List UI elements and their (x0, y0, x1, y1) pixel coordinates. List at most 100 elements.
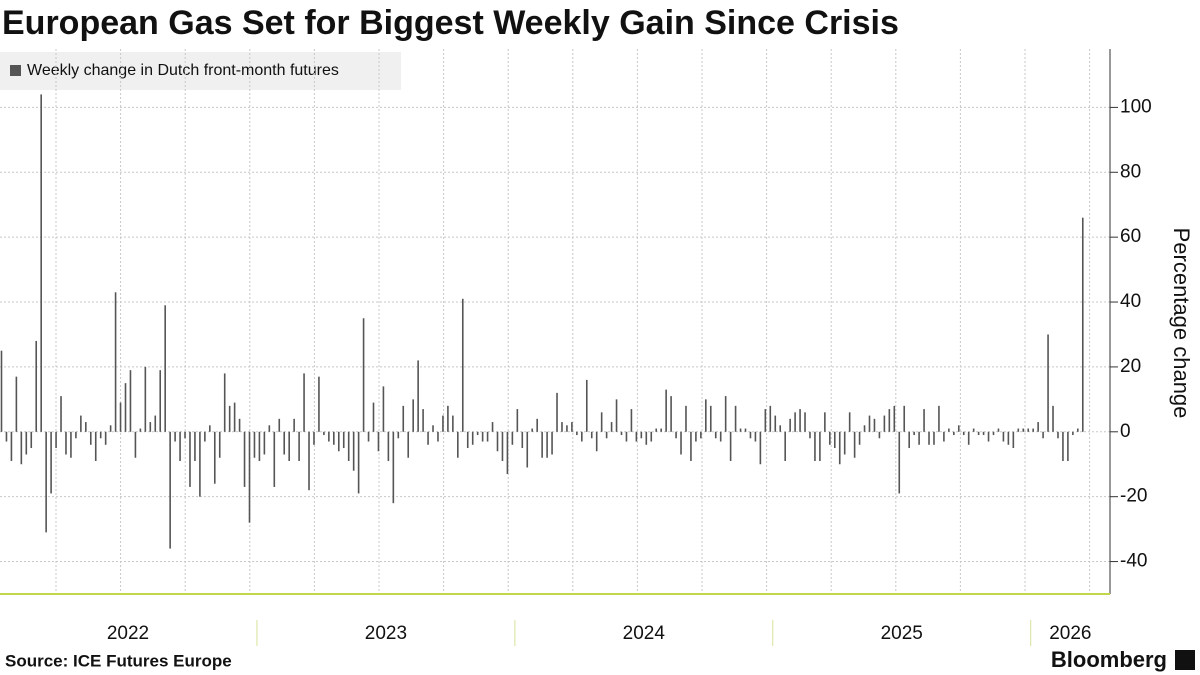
bar (194, 431, 196, 461)
bar (957, 425, 960, 432)
bar (829, 431, 831, 445)
bar (253, 431, 256, 458)
bar (278, 418, 281, 432)
bar (635, 431, 638, 442)
bar (99, 431, 102, 439)
bar (268, 425, 271, 432)
bar (858, 431, 861, 445)
bar (526, 431, 529, 468)
bar (427, 431, 429, 445)
bar (1057, 431, 1059, 439)
bar (357, 431, 360, 494)
bar (928, 431, 930, 445)
bar (392, 431, 395, 504)
bar (243, 431, 246, 487)
bar (615, 399, 618, 432)
bar (437, 431, 439, 442)
bar (774, 415, 777, 432)
bar (561, 422, 563, 432)
bar (149, 422, 152, 432)
bar (908, 431, 910, 449)
bar (352, 431, 355, 471)
bar (779, 425, 782, 432)
bar (10, 431, 13, 461)
bar (80, 415, 82, 432)
bar (402, 405, 405, 432)
bar (650, 431, 653, 442)
bar (486, 431, 489, 442)
bar (466, 431, 469, 449)
bar (843, 431, 846, 455)
y-tick-label: 20 (1120, 356, 1141, 377)
bar (372, 402, 375, 432)
bar (799, 409, 801, 432)
bar (0, 350, 3, 432)
bar (585, 379, 588, 432)
bar (313, 431, 315, 445)
bar (169, 431, 171, 549)
bar (308, 431, 310, 491)
bar (476, 431, 479, 436)
y-tick-label: -20 (1120, 486, 1147, 507)
legend-swatch (10, 65, 21, 76)
bar (318, 376, 320, 432)
bar (675, 431, 677, 439)
bar (60, 396, 62, 432)
bar (75, 431, 77, 439)
bar (174, 431, 176, 442)
bar (209, 425, 211, 432)
bar (452, 415, 454, 432)
bar (685, 405, 687, 432)
bar (992, 431, 995, 436)
bar (412, 399, 414, 432)
bar (1027, 428, 1030, 432)
bar (159, 370, 162, 432)
bar (30, 431, 33, 449)
bar (709, 405, 712, 432)
bar (124, 383, 127, 432)
bar (85, 422, 87, 432)
bar (1047, 334, 1049, 432)
bar (258, 431, 261, 461)
bar (511, 431, 514, 445)
source: Source: ICE Futures Europe (5, 651, 232, 670)
bar (471, 431, 474, 445)
bar (273, 431, 276, 487)
bar (461, 298, 464, 432)
bar (50, 431, 52, 494)
bar (605, 431, 608, 439)
bar (238, 418, 241, 432)
bar (824, 412, 826, 432)
bar (982, 431, 985, 436)
bar (600, 412, 603, 432)
bar (491, 422, 494, 432)
bar (581, 431, 583, 442)
bar (283, 431, 286, 455)
bar (739, 428, 742, 432)
y-tick-label: 80 (1120, 161, 1141, 182)
bar (407, 431, 410, 458)
bar (595, 431, 598, 452)
bar (794, 412, 796, 432)
bar (397, 431, 400, 439)
bar (695, 431, 697, 442)
bar (362, 318, 365, 432)
x-tick-label: 2022 (107, 623, 149, 644)
bar (551, 431, 553, 455)
bar (1072, 431, 1074, 436)
y-tick-label: 100 (1120, 96, 1152, 117)
bar (863, 425, 866, 432)
bar (938, 405, 940, 432)
bar (724, 396, 727, 432)
bar (199, 431, 201, 497)
chart-title: European Gas Set for Biggest Weekly Gain… (2, 4, 899, 42)
bar (789, 418, 791, 432)
bar (337, 431, 340, 452)
bar (387, 431, 390, 461)
bar (536, 418, 538, 432)
bar (878, 431, 881, 439)
y-axis-title: Percentage change (1169, 228, 1194, 419)
bar (754, 431, 757, 442)
bar (1067, 431, 1069, 461)
